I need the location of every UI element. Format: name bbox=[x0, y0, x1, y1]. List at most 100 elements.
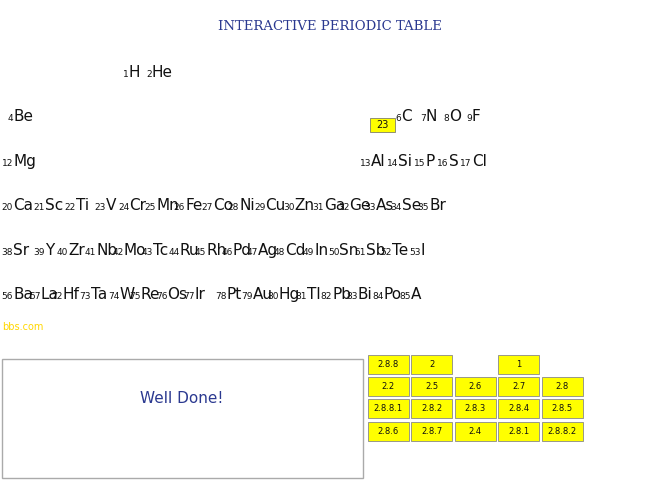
Text: Al: Al bbox=[371, 154, 386, 169]
Text: 13: 13 bbox=[360, 159, 371, 168]
Text: Ag: Ag bbox=[258, 243, 279, 258]
FancyBboxPatch shape bbox=[411, 355, 452, 374]
Text: 1: 1 bbox=[123, 70, 129, 79]
Text: Te: Te bbox=[392, 243, 409, 258]
FancyBboxPatch shape bbox=[370, 118, 395, 132]
Text: F: F bbox=[472, 109, 480, 124]
Text: 14: 14 bbox=[387, 159, 398, 168]
Text: Cl: Cl bbox=[472, 154, 487, 169]
Text: 2.8.6: 2.8.6 bbox=[378, 427, 399, 436]
Text: Si: Si bbox=[398, 154, 412, 169]
Text: 20: 20 bbox=[2, 203, 13, 212]
Text: Br: Br bbox=[429, 198, 446, 213]
Text: 2.8.8.1: 2.8.8.1 bbox=[374, 404, 403, 413]
Text: 2.8.8.2: 2.8.8.2 bbox=[548, 427, 577, 436]
Text: 79: 79 bbox=[241, 293, 252, 301]
Text: Sb: Sb bbox=[366, 243, 386, 258]
Text: 51: 51 bbox=[355, 248, 366, 257]
FancyBboxPatch shape bbox=[411, 422, 452, 441]
Text: Be: Be bbox=[13, 109, 33, 124]
Text: 23: 23 bbox=[94, 203, 105, 212]
Text: Os: Os bbox=[167, 288, 187, 302]
Text: bbs.com: bbs.com bbox=[2, 322, 43, 332]
Text: 52: 52 bbox=[381, 248, 392, 257]
Text: Pt: Pt bbox=[227, 288, 242, 302]
Text: V: V bbox=[105, 198, 116, 213]
Text: Zr: Zr bbox=[68, 243, 84, 258]
Text: 41: 41 bbox=[85, 248, 96, 257]
Text: 48: 48 bbox=[273, 248, 285, 257]
Text: 26: 26 bbox=[174, 203, 185, 212]
Text: Sr: Sr bbox=[13, 243, 29, 258]
Text: He: He bbox=[152, 65, 173, 80]
Text: 78: 78 bbox=[215, 293, 227, 301]
Text: 34: 34 bbox=[391, 203, 402, 212]
Text: Sn: Sn bbox=[339, 243, 358, 258]
Text: 32: 32 bbox=[338, 203, 349, 212]
Text: As: As bbox=[376, 198, 394, 213]
Text: 28: 28 bbox=[228, 203, 239, 212]
Text: Ni: Ni bbox=[239, 198, 255, 213]
Text: Co: Co bbox=[213, 198, 233, 213]
FancyBboxPatch shape bbox=[542, 399, 583, 418]
Text: Nb: Nb bbox=[96, 243, 117, 258]
Text: 4: 4 bbox=[7, 114, 13, 123]
FancyBboxPatch shape bbox=[455, 422, 496, 441]
Text: 12: 12 bbox=[2, 159, 13, 168]
FancyBboxPatch shape bbox=[542, 377, 583, 396]
Text: H: H bbox=[129, 65, 140, 80]
Text: 30: 30 bbox=[283, 203, 295, 212]
Text: 77: 77 bbox=[183, 293, 194, 301]
Text: 43: 43 bbox=[142, 248, 153, 257]
Text: 81: 81 bbox=[296, 293, 307, 301]
Text: Ru: Ru bbox=[180, 243, 200, 258]
Text: Ti: Ti bbox=[76, 198, 89, 213]
Text: 2.8.4: 2.8.4 bbox=[508, 404, 529, 413]
Text: 8: 8 bbox=[443, 114, 449, 123]
Text: Tl: Tl bbox=[307, 288, 321, 302]
FancyBboxPatch shape bbox=[542, 422, 583, 441]
Text: 29: 29 bbox=[254, 203, 266, 212]
Text: 2: 2 bbox=[146, 70, 152, 79]
FancyBboxPatch shape bbox=[498, 355, 539, 374]
Text: 27: 27 bbox=[202, 203, 213, 212]
Text: Ga: Ga bbox=[324, 198, 345, 213]
Text: 39: 39 bbox=[34, 248, 45, 257]
Text: Ca: Ca bbox=[13, 198, 33, 213]
Text: 2.4: 2.4 bbox=[469, 427, 482, 436]
Text: 76: 76 bbox=[156, 293, 167, 301]
FancyBboxPatch shape bbox=[368, 355, 409, 374]
FancyBboxPatch shape bbox=[368, 377, 409, 396]
Text: 2.8.7: 2.8.7 bbox=[421, 427, 442, 436]
Text: C: C bbox=[401, 109, 411, 124]
Text: Bi: Bi bbox=[358, 288, 372, 302]
Text: Se: Se bbox=[402, 198, 421, 213]
Text: 83: 83 bbox=[347, 293, 358, 301]
Text: 24: 24 bbox=[118, 203, 129, 212]
Text: 75: 75 bbox=[129, 293, 140, 301]
Text: 72: 72 bbox=[51, 293, 63, 301]
Text: Pb: Pb bbox=[332, 288, 351, 302]
Text: 2.8: 2.8 bbox=[556, 382, 569, 391]
Text: 73: 73 bbox=[80, 293, 91, 301]
Text: Fe: Fe bbox=[185, 198, 202, 213]
Text: 56: 56 bbox=[2, 293, 13, 301]
Text: 2.8.1: 2.8.1 bbox=[508, 427, 529, 436]
FancyBboxPatch shape bbox=[368, 422, 409, 441]
FancyBboxPatch shape bbox=[411, 399, 452, 418]
Text: 25: 25 bbox=[145, 203, 156, 212]
FancyBboxPatch shape bbox=[498, 422, 539, 441]
Text: 2.7: 2.7 bbox=[512, 382, 525, 391]
Text: 21: 21 bbox=[34, 203, 45, 212]
Text: Y: Y bbox=[45, 243, 54, 258]
Text: Cd: Cd bbox=[285, 243, 305, 258]
Text: 49: 49 bbox=[303, 248, 314, 257]
Text: 2: 2 bbox=[429, 360, 434, 369]
Text: 74: 74 bbox=[109, 293, 120, 301]
Text: Re: Re bbox=[140, 288, 160, 302]
FancyBboxPatch shape bbox=[498, 377, 539, 396]
Text: Au: Au bbox=[252, 288, 272, 302]
Text: 7: 7 bbox=[420, 114, 426, 123]
Text: 2.8.3: 2.8.3 bbox=[465, 404, 486, 413]
Text: 50: 50 bbox=[328, 248, 339, 257]
